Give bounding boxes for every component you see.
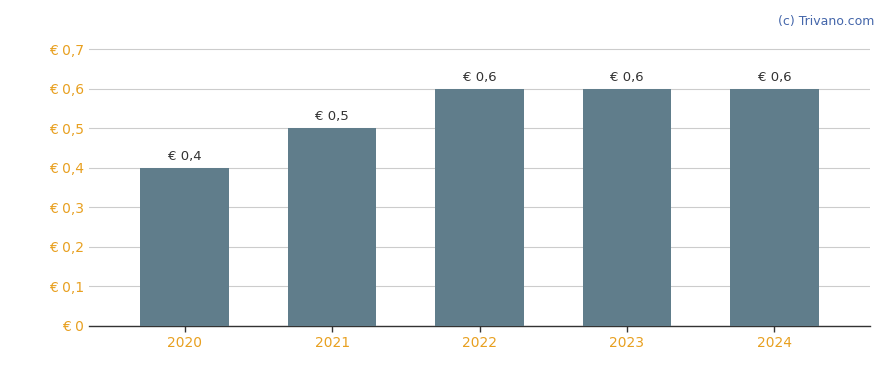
Text: € 0,6: € 0,6 — [463, 71, 496, 84]
Bar — [140, 168, 229, 326]
Text: € 0,6: € 0,6 — [610, 71, 644, 84]
Bar — [288, 128, 377, 326]
Bar — [583, 89, 671, 326]
Text: € 0,6: € 0,6 — [757, 71, 791, 84]
Text: (c) Trivano.com: (c) Trivano.com — [778, 15, 875, 28]
Text: € 0,5: € 0,5 — [315, 110, 349, 123]
Text: € 0,4: € 0,4 — [168, 149, 202, 162]
Bar — [730, 89, 819, 326]
Bar — [435, 89, 524, 326]
